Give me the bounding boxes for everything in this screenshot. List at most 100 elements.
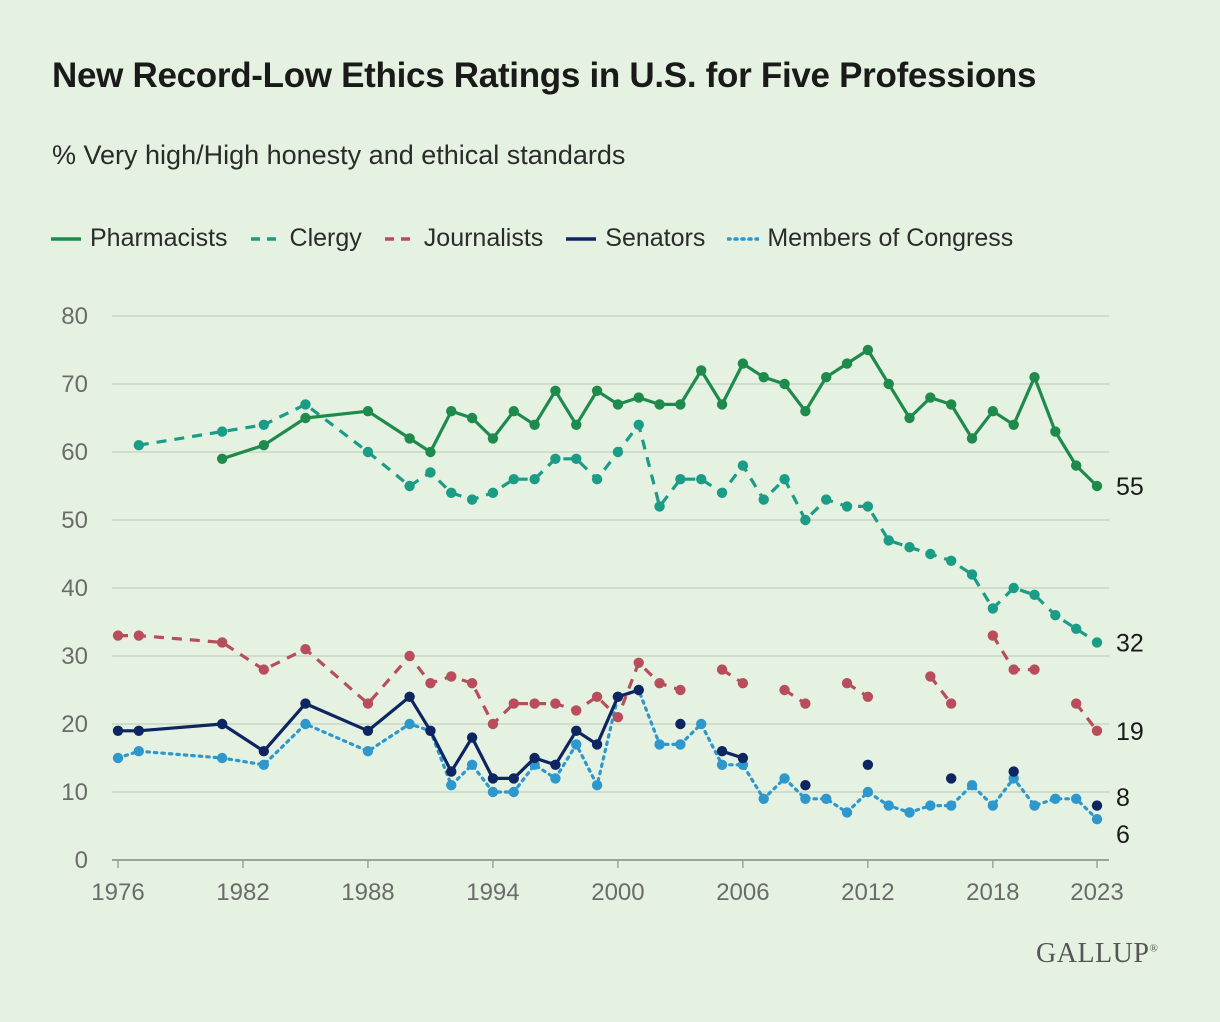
- data-point: [779, 378, 790, 390]
- data-point: [945, 399, 957, 410]
- data-point: [446, 406, 457, 417]
- data-point: [987, 630, 999, 641]
- legend-swatch: [384, 236, 415, 241]
- data-point: [1070, 698, 1082, 709]
- data-point: [216, 718, 228, 730]
- data-point: [904, 412, 915, 424]
- legend-swatch: [250, 236, 281, 241]
- data-point: [1029, 800, 1040, 811]
- data-point: [779, 773, 790, 784]
- legend-item: Clergy: [250, 224, 362, 253]
- data-point: [675, 739, 686, 750]
- chart-legend: Pharmacists Clergy Journalists Senators Memb…: [50, 224, 1013, 253]
- legend-label: Pharmacists: [90, 224, 228, 252]
- data-point: [133, 630, 145, 641]
- data-point: [508, 773, 519, 784]
- data-point: [966, 569, 978, 580]
- data-point: [654, 739, 665, 750]
- data-point: [612, 446, 624, 458]
- end-value-label: 32: [1116, 629, 1144, 657]
- data-point: [800, 514, 811, 526]
- data-point: [1091, 814, 1103, 825]
- data-point: [716, 399, 728, 410]
- data-point: [925, 800, 936, 811]
- series-line: [116, 688, 1099, 821]
- data-point: [1070, 623, 1082, 634]
- data-point: [404, 718, 415, 730]
- data-point: [633, 657, 644, 668]
- data-point: [966, 780, 978, 791]
- data-point: [362, 698, 374, 709]
- data-point: [466, 759, 478, 770]
- y-tick-label: 0: [75, 847, 88, 874]
- data-point: [987, 406, 999, 417]
- data-point: [591, 739, 603, 750]
- data-point: [425, 725, 436, 736]
- data-point: [466, 412, 478, 424]
- data-point: [1029, 589, 1040, 600]
- data-point: [945, 773, 957, 784]
- data-point: [862, 344, 874, 356]
- data-point: [362, 746, 374, 757]
- legend-label: Members of Congress: [767, 224, 1014, 252]
- data-point: [571, 453, 582, 464]
- data-point: [758, 372, 769, 383]
- x-tick-label: 1994: [466, 879, 519, 906]
- data-point: [821, 793, 832, 804]
- data-point: [1008, 419, 1019, 430]
- data-point: [258, 664, 270, 675]
- x-tick-label: 1982: [216, 879, 269, 906]
- data-point: [571, 419, 582, 430]
- legend-item: Senators: [565, 224, 705, 253]
- data-point: [862, 786, 874, 798]
- data-point: [925, 392, 936, 403]
- data-point: [737, 358, 749, 369]
- series-line: [929, 675, 953, 705]
- data-point: [716, 664, 728, 675]
- data-point: [966, 433, 978, 444]
- data-point: [1070, 793, 1082, 804]
- data-point: [675, 474, 686, 485]
- end-value-label: 6: [1116, 821, 1130, 849]
- data-point: [404, 650, 415, 662]
- gallup-logo: GALLUP®: [1036, 938, 1158, 970]
- x-tick-label: 2023: [1070, 879, 1123, 906]
- data-point: [1008, 664, 1019, 675]
- data-point: [446, 780, 457, 791]
- data-point: [216, 637, 228, 648]
- data-point: [925, 671, 936, 682]
- data-point: [821, 494, 832, 505]
- data-point: [258, 419, 270, 430]
- data-point: [1008, 766, 1019, 777]
- data-point: [883, 800, 894, 811]
- data-point: [1029, 372, 1040, 383]
- data-point: [737, 678, 749, 689]
- data-point: [1050, 793, 1061, 804]
- data-point: [654, 678, 665, 689]
- series-line: [118, 634, 681, 726]
- data-point: [1091, 725, 1103, 736]
- x-tick-label: 2006: [716, 879, 769, 906]
- data-point: [404, 691, 415, 702]
- data-point: [487, 718, 499, 730]
- data-point: [362, 725, 374, 736]
- data-point: [571, 725, 582, 736]
- data-point: [945, 698, 957, 709]
- data-point: [508, 406, 519, 417]
- data-point: [821, 372, 832, 383]
- legend-label: Clergy: [289, 224, 362, 252]
- data-point: [1050, 610, 1061, 621]
- data-point: [487, 786, 499, 798]
- data-point: [633, 392, 644, 403]
- data-point: [862, 759, 874, 770]
- data-point: [529, 698, 540, 709]
- gallup-logo-text: GALLUP: [1036, 938, 1150, 969]
- data-point: [425, 446, 436, 458]
- legend-swatch: [727, 236, 760, 241]
- data-point: [362, 446, 374, 458]
- data-point: [550, 773, 561, 784]
- data-point: [1008, 582, 1019, 594]
- series-line: [138, 402, 1098, 644]
- series-journalists: [112, 630, 1103, 736]
- data-point: [675, 684, 686, 696]
